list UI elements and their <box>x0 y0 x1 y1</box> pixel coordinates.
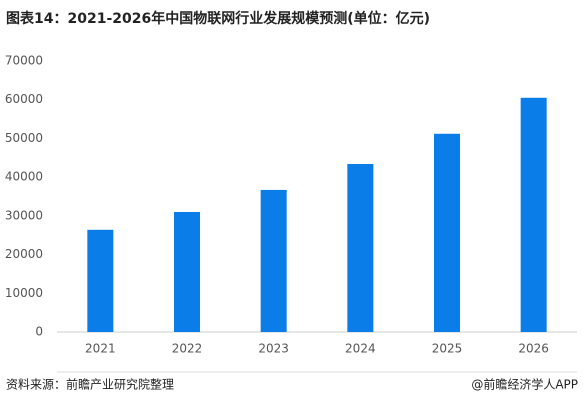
x-tick-label: 2025 <box>432 342 463 356</box>
credit: @前瞻经济学人APP <box>471 377 578 392</box>
bar <box>347 163 374 332</box>
bar <box>434 133 460 332</box>
y-tick-label: 50000 <box>5 131 43 145</box>
y-tick-label: 40000 <box>5 170 43 184</box>
y-tick-label: 0 <box>35 325 43 339</box>
bar <box>520 97 547 333</box>
x-tick-label: 2022 <box>172 342 203 356</box>
y-tick-label: 30000 <box>5 208 43 222</box>
x-tick-label: 2023 <box>258 342 289 356</box>
bar <box>260 189 287 332</box>
chart-title: 图表14：2021-2026年中国物联网行业发展规模预测(单位：亿元) <box>6 10 430 27</box>
x-tick-label: 2026 <box>518 342 549 356</box>
y-tick-label: 60000 <box>5 92 43 106</box>
bar <box>174 211 200 332</box>
source: 资料来源：前瞻产业研究院整理 <box>6 377 174 392</box>
x-tick-label: 2021 <box>85 342 116 356</box>
x-tick-label: 2024 <box>345 342 376 356</box>
bar <box>87 229 114 332</box>
y-tick-label: 10000 <box>5 286 43 300</box>
y-tick-label: 20000 <box>5 247 43 261</box>
y-tick-label: 70000 <box>5 54 43 68</box>
